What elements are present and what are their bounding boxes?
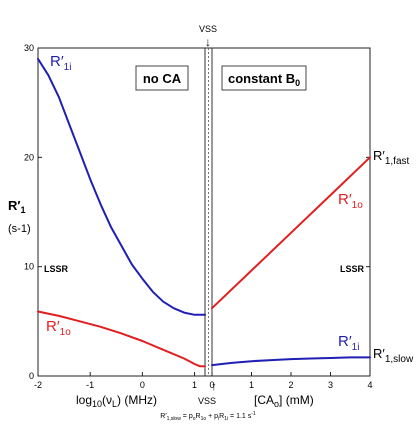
- panel-title-left: no CA: [143, 71, 182, 86]
- x-tick-label-left: -2: [34, 380, 42, 390]
- x-axis-ticks-right: 0 1 2 3 4: [209, 372, 373, 390]
- y-tick-label: 10: [24, 262, 34, 272]
- series-group: [37, 57, 371, 368]
- vss-label-bottom: VSS: [198, 396, 216, 406]
- x-tick-label-left: 0: [140, 380, 145, 390]
- panel-title-right-box: constant B0: [221, 65, 307, 91]
- lssr-label-right: LSSR: [340, 264, 365, 274]
- vss-label-top: VSS: [199, 24, 217, 34]
- y-tick-label: 20: [24, 152, 34, 162]
- panel-title-left-box: no CA: [135, 65, 189, 91]
- x-axis-ticks-left: -2 -1 0 1: [34, 372, 197, 390]
- x-axis-label-right: [CAo] (mM): [254, 393, 314, 409]
- panel-title-right: constant B0: [228, 71, 300, 88]
- series-label-r1o-left: R′1o: [46, 318, 71, 338]
- x-tick-label-right: 4: [367, 380, 372, 390]
- end-label-slow: R′1,slow: [373, 346, 414, 365]
- series-label-r1i-left: R′1i: [50, 53, 71, 73]
- y-axis-unit: (s-1): [8, 223, 31, 235]
- footnote-formula: R′1,slow = poR1o + piR1i = 1.1 s-1: [160, 411, 256, 422]
- plot-border: [37, 47, 371, 377]
- y-tick-label: 0: [29, 371, 34, 381]
- end-label-fast: R′1,fast: [373, 148, 410, 167]
- x-tick-label-left: -1: [86, 380, 94, 390]
- vss-arrow-top: ↓: [205, 35, 211, 49]
- axes-frame: [37, 47, 371, 377]
- series-line-r1o-left: [37, 310, 206, 368]
- series-label-r1o-right: R′1o: [338, 191, 363, 211]
- x-tick-label-right: 3: [328, 380, 333, 390]
- series-line-r1i-left: [37, 57, 206, 316]
- y-tick-label: 30: [24, 43, 34, 53]
- x-tick-label-right: 2: [288, 380, 293, 390]
- series-line-r1i-right: [211, 356, 371, 367]
- series-label-r1i-right: R′1i: [338, 333, 359, 353]
- x-tick-label-right: 0: [209, 380, 214, 390]
- series-line-r1o-right: [211, 156, 371, 310]
- vss-arrow-bottom: ↑: [211, 379, 217, 393]
- y-axis-ticks: 0 10 20 30: [24, 43, 370, 381]
- y-axis-label: R′1: [8, 198, 26, 215]
- x-tick-label-left: 1: [192, 380, 197, 390]
- x-axis-label-left: log10(νL) (MHz): [76, 393, 157, 409]
- x-tick-label-right: 1: [249, 380, 254, 390]
- lssr-label-left: LSSR: [44, 264, 69, 274]
